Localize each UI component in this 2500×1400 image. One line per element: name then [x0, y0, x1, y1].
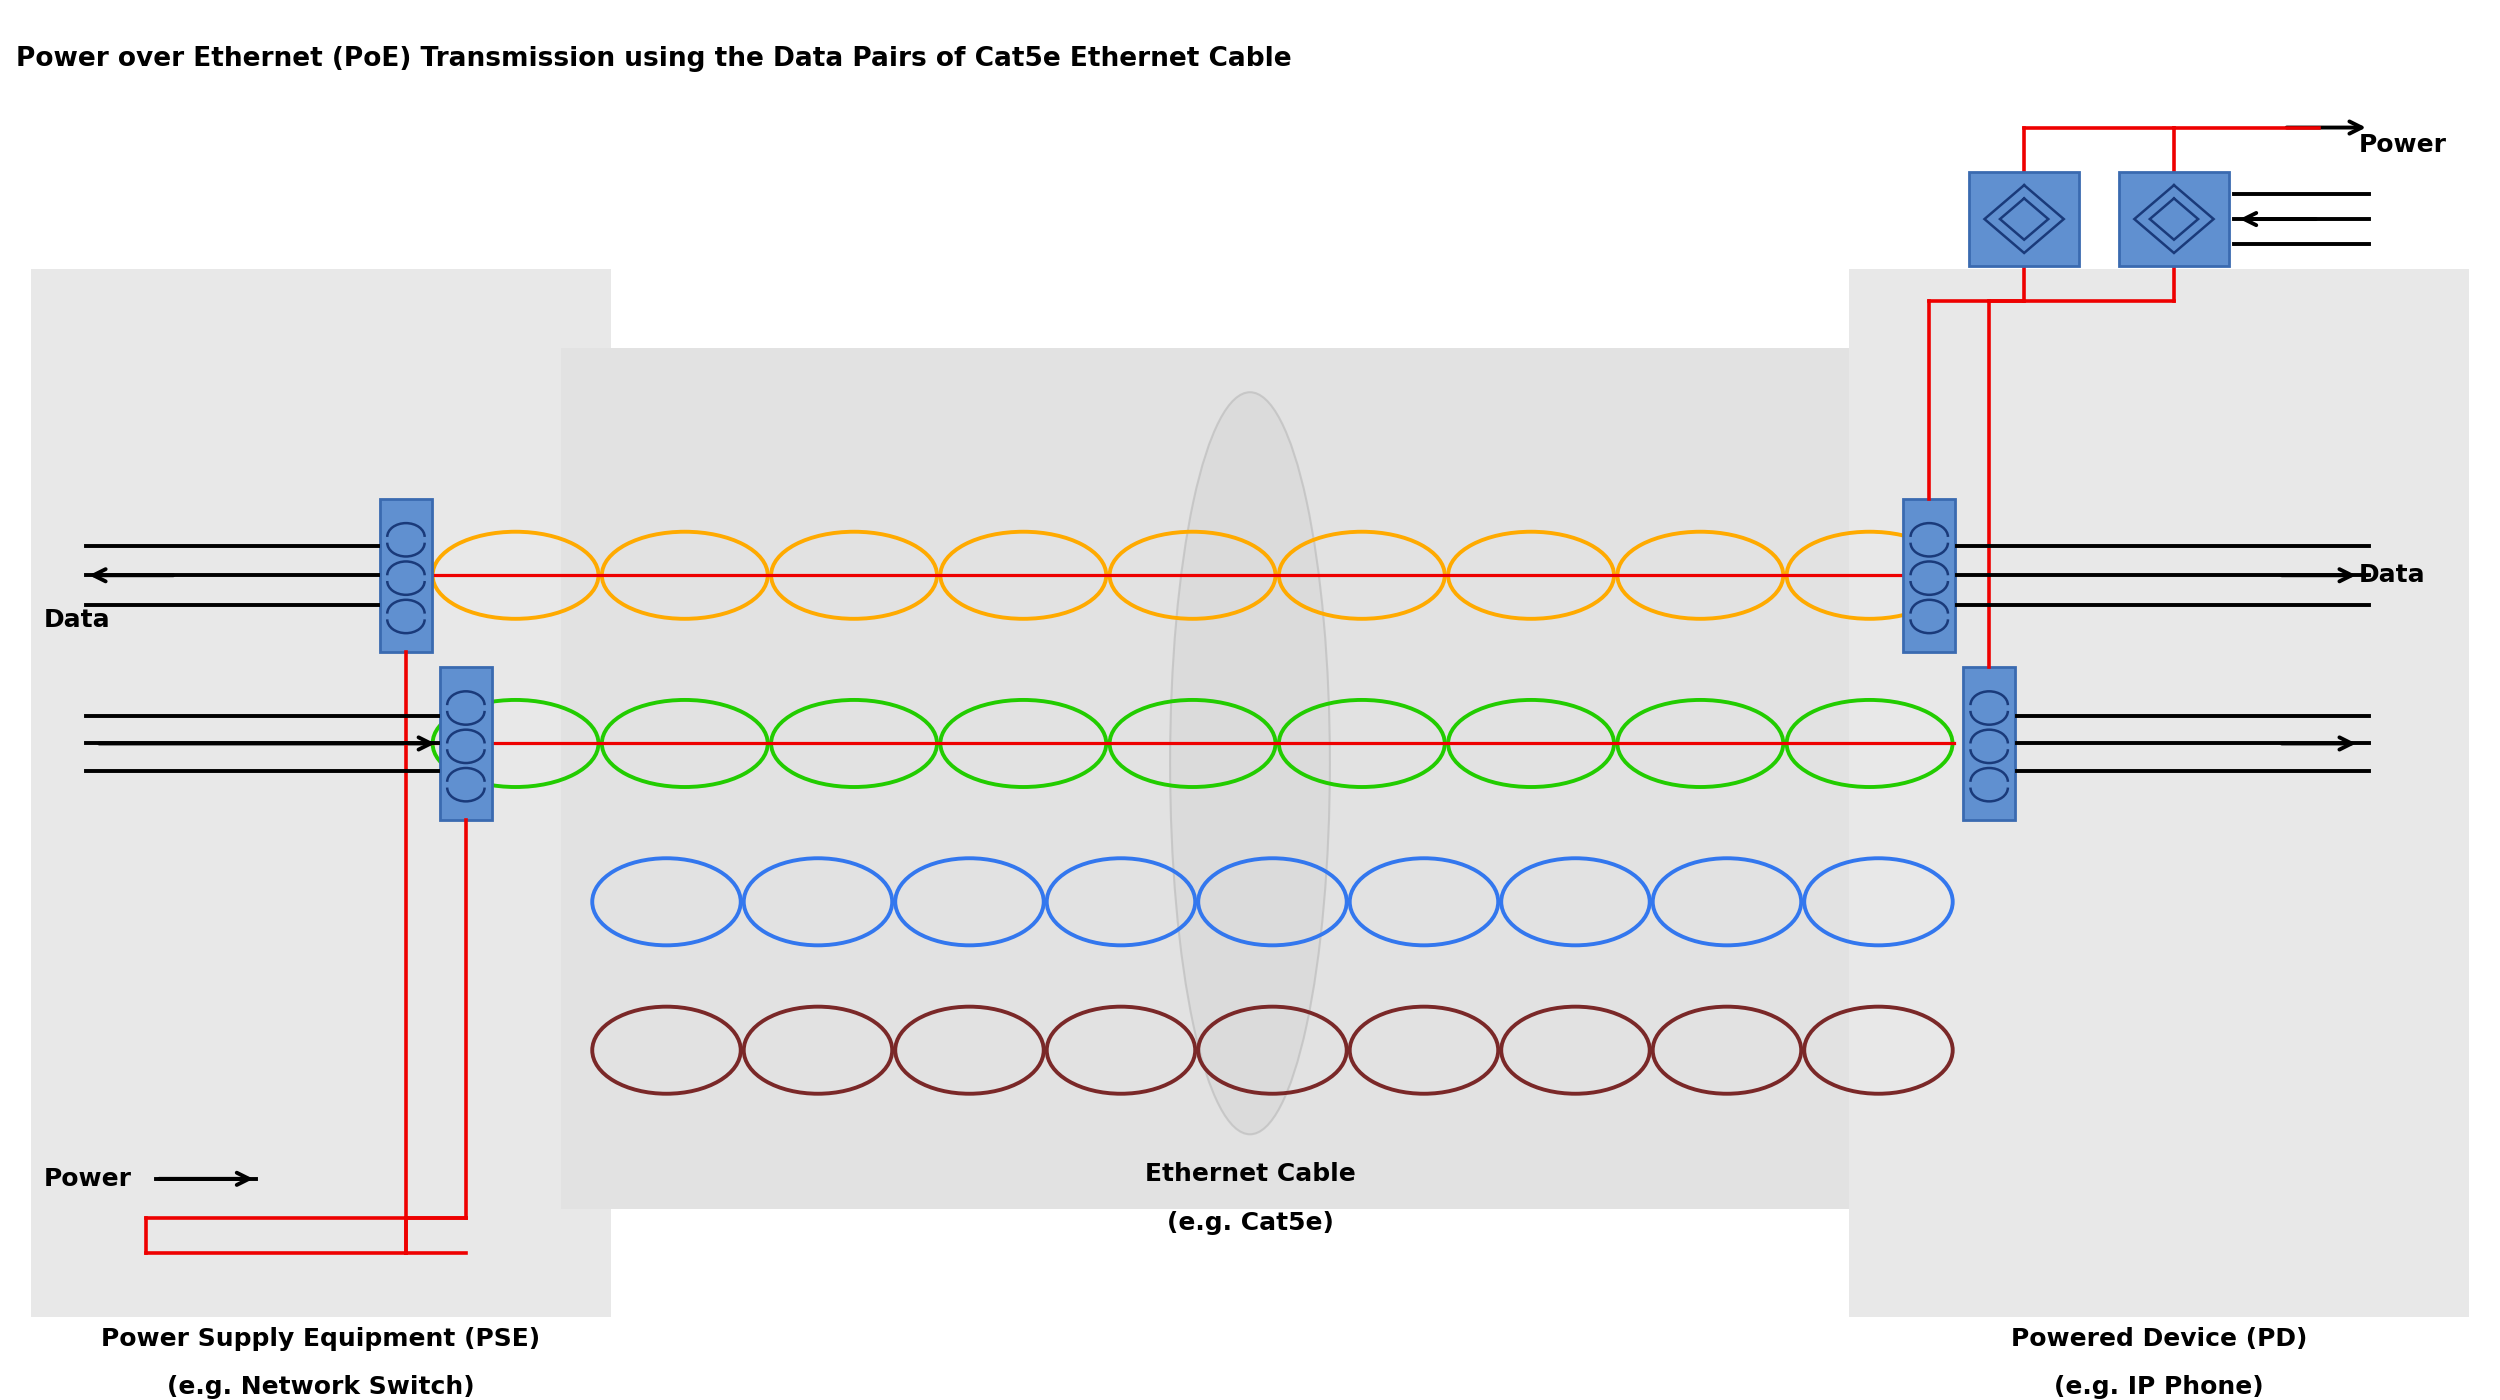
- Text: (e.g. IP Phone): (e.g. IP Phone): [2055, 1375, 2265, 1399]
- Text: (e.g. Network Switch): (e.g. Network Switch): [168, 1375, 475, 1399]
- Text: Data: Data: [42, 608, 110, 631]
- Text: Ethernet Cable: Ethernet Cable: [1145, 1162, 1355, 1186]
- FancyBboxPatch shape: [380, 498, 432, 652]
- FancyBboxPatch shape: [2120, 172, 2230, 266]
- Text: Power over Ethernet (PoE) Transmission using the Data Pairs of Cat5e Ethernet Ca: Power over Ethernet (PoE) Transmission u…: [18, 46, 1292, 71]
- FancyBboxPatch shape: [1970, 172, 2080, 266]
- Text: Data: Data: [2360, 563, 2425, 587]
- FancyBboxPatch shape: [1902, 498, 1955, 652]
- Text: Power Supply Equipment (PSE): Power Supply Equipment (PSE): [102, 1327, 540, 1351]
- Bar: [1850, 269, 2468, 1317]
- Text: Power: Power: [2360, 133, 2448, 157]
- Bar: [560, 347, 1920, 1208]
- Text: Powered Device (PD): Powered Device (PD): [2010, 1327, 2308, 1351]
- Text: (e.g. Cat5e): (e.g. Cat5e): [1168, 1211, 1332, 1235]
- FancyBboxPatch shape: [440, 666, 493, 820]
- Ellipse shape: [1170, 392, 1330, 1134]
- Text: Power: Power: [42, 1166, 132, 1191]
- FancyBboxPatch shape: [1962, 666, 2015, 820]
- Bar: [32, 269, 610, 1317]
